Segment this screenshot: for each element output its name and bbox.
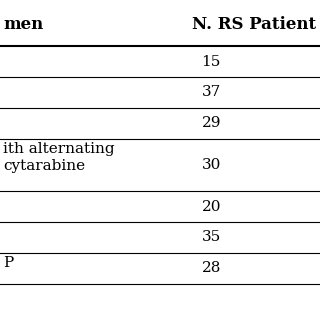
Text: 30: 30 xyxy=(202,158,221,172)
Text: N. RS Patient Re: N. RS Patient Re xyxy=(192,16,320,33)
Text: P: P xyxy=(3,256,13,270)
Text: 28: 28 xyxy=(202,261,221,275)
Text: ith alternating
cytarabine: ith alternating cytarabine xyxy=(3,142,115,173)
Text: 20: 20 xyxy=(202,200,221,214)
Text: men: men xyxy=(3,16,44,33)
Text: 29: 29 xyxy=(202,116,221,130)
Text: 15: 15 xyxy=(202,55,221,69)
Text: 35: 35 xyxy=(202,230,221,244)
Text: 37: 37 xyxy=(202,85,221,100)
